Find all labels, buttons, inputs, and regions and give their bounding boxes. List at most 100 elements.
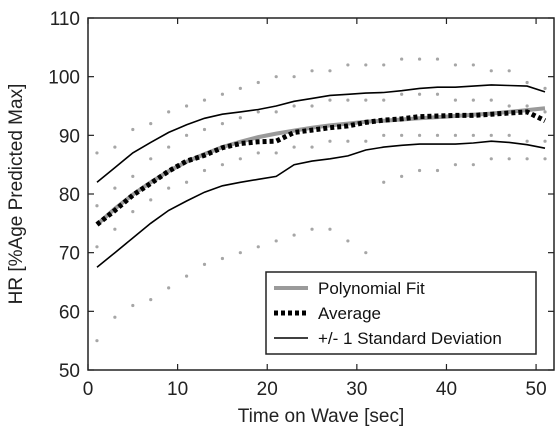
y-tick-label: 90 bbox=[59, 126, 80, 147]
y-tick-label: 100 bbox=[48, 68, 80, 89]
scatter-point bbox=[95, 151, 99, 155]
scatter-point bbox=[220, 163, 225, 167]
scatter-point bbox=[435, 168, 440, 173]
scatter-point bbox=[453, 163, 458, 167]
scatter-point bbox=[543, 157, 547, 161]
scatter-point bbox=[525, 104, 529, 108]
y-tick-label: 60 bbox=[59, 302, 80, 323]
x-tick-label: 20 bbox=[257, 379, 278, 400]
scatter-point bbox=[453, 63, 458, 67]
scatter-point bbox=[328, 227, 332, 231]
scatter-point bbox=[400, 92, 404, 96]
scatter-point bbox=[167, 110, 171, 114]
scatter-point bbox=[220, 122, 225, 126]
x-axis: 0 10 20 30 40 50 bbox=[83, 18, 547, 400]
series-std-deviation-line bbox=[96, 140, 546, 268]
scatter-point bbox=[149, 298, 153, 302]
y-tick-label: 110 bbox=[50, 9, 80, 30]
scatter-point bbox=[310, 104, 314, 108]
y-axis: 50 60 70 80 90 100 110 bbox=[48, 9, 554, 382]
scatter-point bbox=[435, 92, 440, 96]
scatter-point bbox=[184, 133, 189, 137]
scatter-point bbox=[131, 303, 135, 308]
scatter-point bbox=[525, 139, 529, 143]
x-tick-label: 10 bbox=[167, 379, 188, 400]
y-tick-label: 80 bbox=[59, 185, 80, 206]
scatter-point bbox=[328, 98, 332, 102]
scatter-point bbox=[256, 151, 260, 155]
scatter-points bbox=[95, 57, 547, 343]
scatter-point bbox=[310, 69, 314, 73]
scatter-point bbox=[543, 86, 547, 90]
scatter-point bbox=[382, 98, 386, 102]
scatter-point bbox=[328, 69, 332, 73]
scatter-point bbox=[471, 163, 475, 167]
x-tick-label: 50 bbox=[526, 379, 547, 400]
scatter-point bbox=[382, 63, 386, 67]
scatter-point bbox=[292, 233, 296, 237]
scatter-point bbox=[238, 116, 242, 120]
x-axis-label: Time on Wave [sec] bbox=[238, 406, 404, 427]
scatter-point bbox=[525, 157, 529, 161]
scatter-point bbox=[256, 80, 260, 85]
x-tick-label: 40 bbox=[436, 379, 457, 400]
scatter-point bbox=[274, 75, 278, 79]
scatter-point bbox=[543, 139, 547, 143]
scatter-point bbox=[364, 63, 368, 67]
series-polynomial-fit-line bbox=[95, 106, 546, 226]
legend-box bbox=[265, 271, 537, 355]
scatter-point bbox=[507, 69, 511, 73]
scatter-point bbox=[507, 133, 511, 137]
scatter-point bbox=[364, 251, 368, 255]
scatter-point bbox=[95, 245, 99, 249]
scatter-point bbox=[202, 98, 207, 102]
scatter-point bbox=[453, 98, 458, 102]
scatter-point bbox=[507, 104, 511, 108]
scatter-point bbox=[274, 110, 278, 114]
scatter-point bbox=[417, 92, 422, 96]
scatter-point bbox=[364, 98, 368, 102]
scatter-point bbox=[435, 57, 440, 61]
scatter-point bbox=[471, 98, 475, 102]
scatter-point bbox=[220, 256, 225, 261]
scatter-point bbox=[149, 198, 153, 202]
scatter-point bbox=[113, 227, 117, 231]
scatter-point bbox=[167, 145, 171, 149]
scatter-point bbox=[95, 339, 99, 343]
scatter-point bbox=[471, 133, 475, 137]
scatter-point bbox=[400, 174, 404, 178]
y-tick-label: 50 bbox=[59, 361, 80, 382]
scatter-point bbox=[507, 157, 511, 161]
scatter-point bbox=[292, 145, 296, 149]
scatter-point bbox=[131, 127, 135, 132]
scatter-point bbox=[113, 145, 117, 149]
legend: Polynomial Fit Average +/- 1 Standard De… bbox=[265, 271, 537, 355]
scatter-point bbox=[184, 180, 189, 184]
series-std-deviation-line bbox=[96, 84, 546, 183]
y-tick-label: 70 bbox=[59, 244, 80, 265]
scatter-point bbox=[328, 139, 332, 143]
scatter-point bbox=[543, 110, 547, 114]
scatter-point bbox=[184, 274, 189, 278]
scatter-point bbox=[453, 133, 458, 137]
scatter-point bbox=[113, 315, 117, 319]
scatter-point bbox=[489, 98, 493, 102]
scatter-point bbox=[149, 122, 153, 126]
scatter-point bbox=[202, 168, 207, 173]
series-average-line bbox=[95, 109, 547, 227]
scatter-point bbox=[382, 133, 386, 137]
scatter-point bbox=[417, 57, 422, 61]
scatter-point bbox=[95, 204, 99, 208]
scatter-point bbox=[382, 180, 386, 184]
legend-entry-average: Average bbox=[318, 304, 381, 323]
scatter-point bbox=[489, 157, 493, 161]
scatter-point bbox=[400, 57, 404, 61]
scatter-point bbox=[489, 133, 493, 137]
scatter-point bbox=[346, 98, 350, 102]
scatter-point bbox=[435, 133, 440, 137]
scatter-point bbox=[256, 245, 260, 249]
x-tick-label: 30 bbox=[346, 379, 367, 400]
scatter-point bbox=[167, 286, 171, 290]
scatter-point bbox=[310, 227, 314, 231]
scatter-point bbox=[489, 69, 493, 73]
